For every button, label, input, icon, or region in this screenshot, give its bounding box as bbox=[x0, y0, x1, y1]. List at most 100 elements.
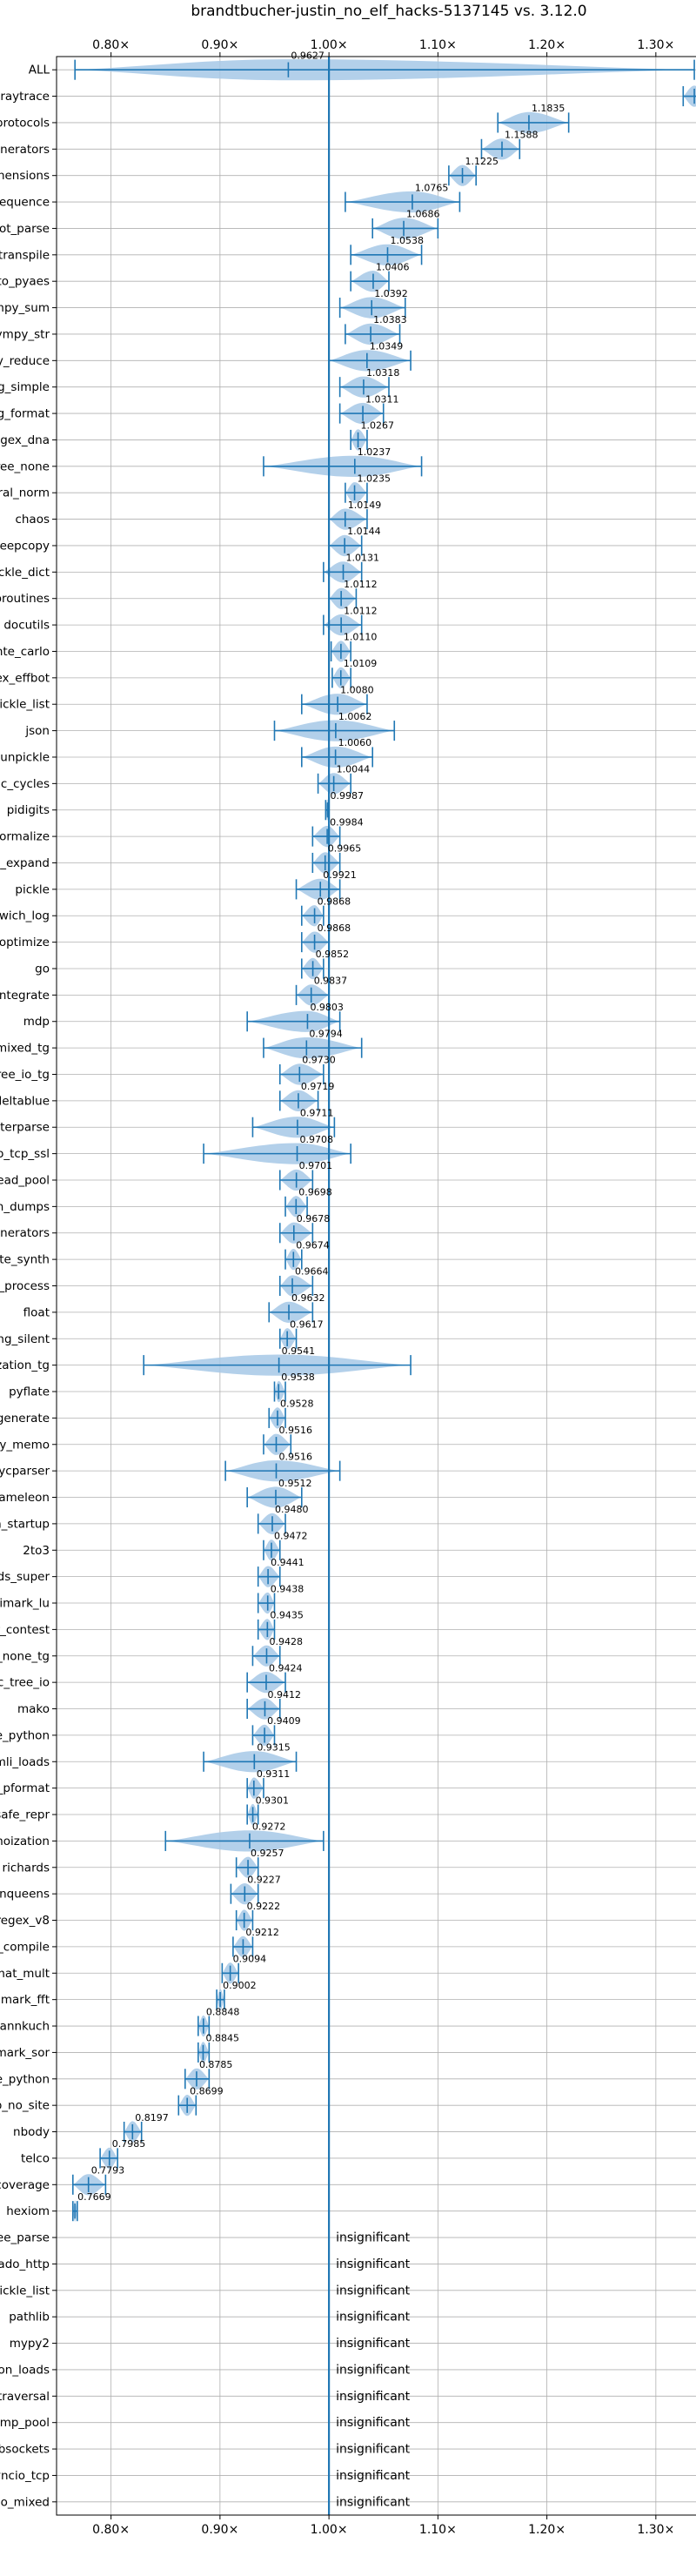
tick-label-bottom: 1.00× bbox=[311, 2523, 348, 2537]
category-label: go bbox=[35, 962, 50, 976]
data-label: 0.9837 bbox=[314, 976, 348, 987]
category-label: asyncio_tcp_ssl bbox=[0, 1147, 50, 1161]
category-label: pyflate bbox=[9, 1385, 50, 1399]
category-label: scimark_lu bbox=[0, 1597, 50, 1611]
data-label: 0.9528 bbox=[280, 1399, 314, 1410]
category-label: json_loads bbox=[0, 2363, 50, 2377]
category-label: unpickle_pure_python bbox=[0, 2072, 50, 2086]
data-label: 0.9438 bbox=[271, 1583, 304, 1594]
category-label: docutils bbox=[3, 619, 50, 633]
data-label: 0.9868 bbox=[318, 896, 351, 907]
data-label: 1.0686 bbox=[406, 209, 440, 220]
data-label: 0.9424 bbox=[269, 1662, 303, 1674]
category-label: xml_etree_iterparse bbox=[0, 1121, 50, 1135]
category-label: async_tree_none bbox=[0, 460, 50, 473]
insignificant-label: insignificant bbox=[336, 2363, 411, 2377]
data-label: 1.0062 bbox=[338, 711, 372, 722]
tick-label-top: 1.30× bbox=[637, 38, 674, 52]
data-label: 0.9412 bbox=[267, 1689, 301, 1701]
category-label: json_dumps bbox=[0, 1200, 50, 1214]
category-label: sqlite_synth bbox=[0, 1253, 50, 1267]
category-label: async_tree_cpu_io_mixed_tg bbox=[0, 1042, 50, 1056]
category-label: pickle_dict bbox=[0, 566, 50, 580]
data-label: 1.0080 bbox=[340, 684, 374, 695]
tick-label-bottom: 0.80× bbox=[92, 2523, 130, 2537]
category-label: scimark_monte_carlo bbox=[0, 645, 50, 659]
tick-label-top: 0.90× bbox=[201, 38, 238, 52]
data-label: 0.9678 bbox=[297, 1213, 331, 1224]
category-label: unpickle bbox=[0, 750, 50, 764]
category-label: xml_etree_generate bbox=[0, 1412, 50, 1426]
category-label: pickle_list bbox=[0, 2284, 50, 2298]
tick-label-bottom: 1.20× bbox=[528, 2523, 566, 2537]
category-labels: ALL raytrace typing_runtime_protocolsgener… bbox=[0, 64, 57, 2509]
category-label: sympy_sum bbox=[0, 301, 50, 315]
category-label: sympy_expand bbox=[0, 856, 50, 870]
violins bbox=[72, 59, 696, 2222]
data-label: 1.0392 bbox=[374, 288, 408, 299]
category-label: generators bbox=[0, 143, 50, 157]
category-label: asyncio_websockets bbox=[0, 2443, 50, 2457]
data-label: 0.9257 bbox=[251, 1848, 284, 1859]
category-label: mako bbox=[17, 1702, 50, 1716]
data-label: 0.8785 bbox=[199, 2059, 233, 2070]
data-label: 0.9301 bbox=[256, 1794, 290, 1806]
data-label: 0.9094 bbox=[233, 1954, 267, 1965]
data-label: 0.9852 bbox=[316, 949, 350, 960]
data-label: 0.9921 bbox=[323, 869, 357, 881]
category-label: richards bbox=[3, 1861, 50, 1875]
category-label: regex_v8 bbox=[0, 1914, 50, 1928]
category-label: xml_etree_parse bbox=[0, 2231, 50, 2245]
data-label: 0.8848 bbox=[206, 2006, 240, 2017]
category-label: json bbox=[24, 724, 50, 738]
insignificant-label: insignificant bbox=[336, 2231, 411, 2245]
data-label: 0.9428 bbox=[269, 1636, 303, 1647]
category-label: fannkuch bbox=[0, 2020, 50, 2034]
category-label: async_tree_io bbox=[0, 1676, 50, 1690]
category-label: bench_mp_pool bbox=[0, 2416, 50, 2430]
category-label: mdp bbox=[23, 1015, 50, 1029]
data-label: 1.0112 bbox=[344, 605, 378, 616]
category-label: deepcopy bbox=[0, 539, 50, 553]
category-label: regex_effbot bbox=[0, 671, 50, 685]
data-label: 1.0144 bbox=[347, 526, 381, 537]
category-label: create_gc_cycles bbox=[0, 777, 50, 791]
data-label: 0.9409 bbox=[267, 1715, 301, 1727]
data-label: 0.9711 bbox=[300, 1107, 334, 1118]
tick-label-top: 1.20× bbox=[528, 38, 566, 52]
plot-frame bbox=[56, 56, 696, 2516]
data-label: 0.9987 bbox=[330, 790, 364, 802]
tick-label-top: 1.10× bbox=[419, 38, 457, 52]
category-label: regex_dna bbox=[0, 433, 50, 447]
data-label: 0.9627 bbox=[291, 50, 325, 61]
category-label: comprehensions bbox=[0, 169, 50, 183]
category-label: logging_simple bbox=[0, 380, 50, 394]
category-label: logging_format bbox=[0, 407, 50, 421]
category-label: chaos bbox=[15, 513, 50, 527]
category-label: python_startup_no_site bbox=[0, 2099, 50, 2113]
data-label: 0.9664 bbox=[295, 1266, 329, 1278]
data-label: 1.1835 bbox=[532, 103, 566, 114]
category-label: python_startup bbox=[0, 1517, 50, 1531]
category-label: pathlib bbox=[9, 2311, 50, 2324]
insignificant-label: insignificant bbox=[336, 2337, 411, 2351]
category-label: nbody bbox=[13, 2125, 50, 2139]
category-label: mypy2 bbox=[10, 2337, 50, 2351]
data-label: 0.9222 bbox=[247, 1901, 281, 1912]
data-label: 1.0538 bbox=[390, 235, 424, 246]
category-label: deepcopy_memo bbox=[0, 1438, 50, 1452]
data-label: 0.7669 bbox=[77, 2191, 111, 2203]
data-label: 1.0131 bbox=[346, 553, 380, 564]
category-label: tornado_http bbox=[0, 2257, 50, 2271]
chart-title: brandtbucher-justin_no_elf_hacks-5137145… bbox=[191, 3, 586, 20]
category-label: async_tree_memoization_tg bbox=[0, 1358, 50, 1372]
data-label: 0.9674 bbox=[296, 1239, 330, 1251]
data-label: 0.9730 bbox=[302, 1055, 336, 1066]
category-label: async_tree_io_tg bbox=[0, 1068, 50, 1082]
category-label: bench_thread_pool bbox=[0, 1173, 50, 1187]
category-label: sqlglot_normalize bbox=[0, 830, 50, 844]
insignificant-label: insignificant bbox=[336, 2495, 411, 2509]
data-label: 1.0110 bbox=[344, 632, 378, 643]
